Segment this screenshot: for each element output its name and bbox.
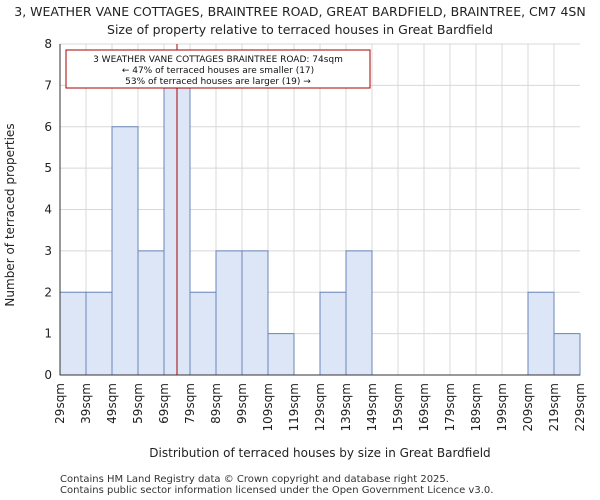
x-tick-label: 219sqm	[547, 383, 561, 431]
footer-copyright: Contains HM Land Registry data © Crown c…	[60, 474, 449, 485]
x-tick-label: 199sqm	[495, 383, 509, 431]
annotation-line-3: 53% of terraced houses are larger (19) →	[125, 77, 311, 87]
y-tick-label: 4	[44, 203, 52, 217]
y-tick-label: 1	[44, 327, 52, 341]
bar-99sqm	[241, 250, 269, 376]
x-tick-label: 39sqm	[79, 383, 93, 424]
y-tick-label: 3	[44, 244, 52, 258]
x-tick-label: 89sqm	[209, 383, 223, 424]
bar-59sqm	[137, 250, 165, 376]
bar-79sqm	[189, 291, 217, 376]
y-tick-label: 5	[44, 161, 52, 175]
annotation-box: 3 WEATHER VANE COTTAGES BRAINTREE ROAD: …	[65, 49, 371, 89]
bar-39sqm	[85, 291, 113, 376]
bar-129sqm	[319, 291, 347, 376]
x-tick-label: 29sqm	[53, 383, 67, 424]
x-tick-label: 179sqm	[443, 383, 457, 431]
x-tick-label: 59sqm	[131, 383, 145, 424]
x-tick-label: 169sqm	[417, 383, 431, 431]
x-tick-label: 149sqm	[365, 383, 379, 431]
x-tick-label: 99sqm	[235, 383, 249, 424]
x-tick-label: 69sqm	[157, 383, 171, 424]
x-tick-labels: 29sqm 39sqm 49sqm 59sqm 69sqm 79sqm 89sqm 99sqm…	[53, 383, 587, 431]
x-tick-label: 189sqm	[469, 383, 483, 431]
x-tick-label: 159sqm	[391, 383, 405, 431]
y-axis-label: Number of terraced properties	[3, 123, 17, 306]
footer-licence: Contains public sector information licen…	[60, 485, 494, 496]
chart-subtitle: Size of property relative to terraced ho…	[107, 22, 493, 37]
x-axis-label: Distribution of terraced houses by size …	[149, 446, 490, 460]
bar-89sqm	[215, 250, 243, 376]
chart-title: 3, WEATHER VANE COTTAGES, BRAINTREE ROAD…	[14, 4, 586, 19]
bar-109sqm	[267, 333, 295, 376]
x-tick-label: 79sqm	[183, 383, 197, 424]
y-tick-labels: 0 1 2 3 4 5 6 7 8	[44, 37, 52, 382]
x-tick-label: 229sqm	[573, 383, 587, 431]
y-tick-label: 6	[44, 120, 52, 134]
y-tick-label: 0	[44, 368, 52, 382]
x-tick-label: 119sqm	[287, 383, 301, 431]
y-tick-label: 8	[44, 37, 52, 51]
y-tick-label: 2	[44, 285, 52, 299]
x-tick-label: 139sqm	[339, 383, 353, 431]
x-tick-label: 209sqm	[521, 383, 535, 431]
bar-219sqm	[553, 333, 581, 376]
x-tick-label: 109sqm	[261, 383, 275, 431]
bar-209sqm	[527, 291, 555, 376]
annotation-line-2: ← 47% of terraced houses are smaller (17…	[122, 66, 314, 76]
x-tick-label: 129sqm	[313, 383, 327, 431]
bar-29sqm	[59, 291, 87, 376]
bar-49sqm	[111, 126, 139, 376]
y-tick-label: 7	[44, 78, 52, 92]
bar-139sqm	[345, 250, 373, 376]
annotation-line-1: 3 WEATHER VANE COTTAGES BRAINTREE ROAD: …	[93, 55, 343, 65]
x-tick-label: 49sqm	[105, 383, 119, 424]
